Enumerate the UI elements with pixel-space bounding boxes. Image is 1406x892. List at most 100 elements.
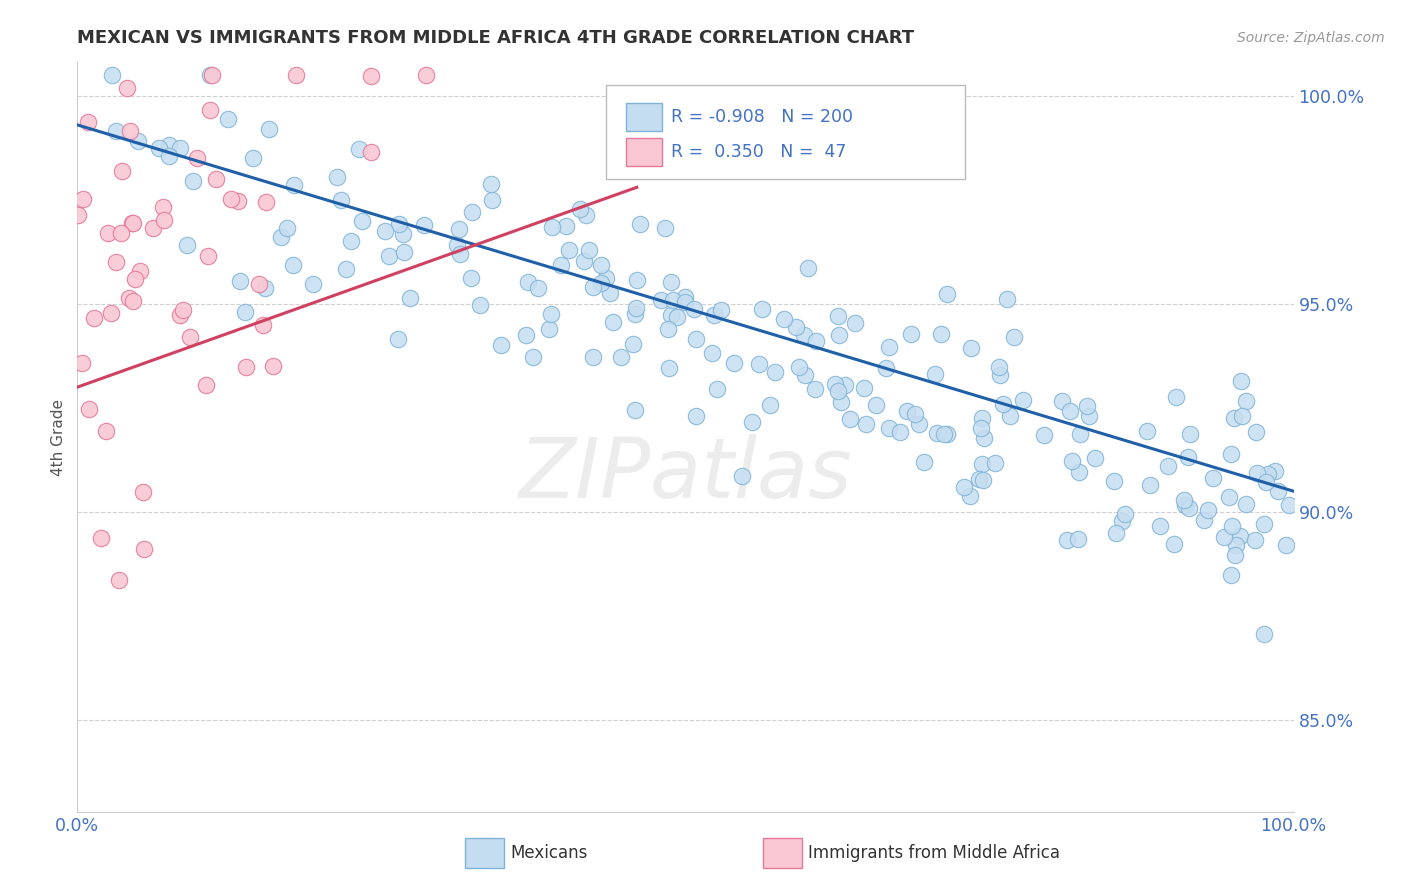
Point	[335, 261, 357, 276]
Point	[763, 365, 786, 379]
Point	[1244, 425, 1267, 439]
Point	[621, 336, 644, 351]
Point	[1059, 404, 1081, 418]
Point	[226, 194, 249, 208]
Point	[235, 360, 257, 375]
Point	[83, 311, 105, 326]
Point	[1000, 409, 1022, 423]
Point	[773, 312, 796, 326]
Point	[1105, 525, 1128, 540]
Point	[1234, 497, 1257, 511]
Point	[132, 485, 155, 500]
Point	[97, 226, 120, 240]
Point	[205, 171, 228, 186]
Point	[1084, 451, 1107, 466]
Point	[662, 293, 685, 307]
FancyBboxPatch shape	[465, 838, 505, 868]
Point	[527, 281, 550, 295]
Point	[129, 263, 152, 277]
Point	[852, 381, 875, 395]
Point	[169, 141, 191, 155]
Point	[66, 208, 89, 222]
Point	[628, 217, 651, 231]
Point	[935, 287, 957, 301]
Point	[157, 149, 180, 163]
Point	[1069, 427, 1091, 442]
Point	[626, 272, 648, 286]
Point	[374, 224, 396, 238]
Point	[515, 327, 537, 342]
Point	[1149, 518, 1171, 533]
Point	[959, 489, 981, 503]
Point	[257, 122, 280, 136]
Point	[1104, 475, 1126, 489]
Point	[828, 328, 851, 343]
Point	[1067, 465, 1090, 479]
Point	[1220, 519, 1243, 533]
Point	[110, 226, 132, 240]
Point	[1076, 400, 1098, 414]
Point	[658, 360, 681, 375]
Point	[1257, 467, 1279, 482]
Point	[229, 274, 252, 288]
Point	[378, 249, 401, 263]
Point	[262, 359, 284, 373]
Point	[1002, 330, 1025, 344]
Point	[94, 424, 117, 438]
Point	[179, 330, 201, 344]
Point	[195, 377, 218, 392]
Point	[360, 145, 382, 159]
Point	[197, 248, 219, 262]
Point	[685, 409, 707, 424]
Point	[683, 302, 706, 317]
Point	[169, 308, 191, 322]
Point	[1139, 478, 1161, 492]
Point	[1223, 410, 1246, 425]
Point	[578, 243, 600, 257]
Point	[568, 202, 591, 216]
Y-axis label: 4th Grade: 4th Grade	[51, 399, 66, 475]
Point	[624, 403, 647, 417]
Point	[610, 351, 633, 365]
Point	[550, 258, 572, 272]
Point	[904, 407, 927, 421]
Point	[77, 401, 100, 416]
Point	[121, 216, 143, 230]
Point	[900, 326, 922, 341]
Point	[844, 316, 866, 330]
Point	[988, 368, 1011, 382]
Point	[657, 322, 679, 336]
Point	[1077, 409, 1099, 423]
Point	[1253, 516, 1275, 531]
Point	[624, 307, 647, 321]
Point	[387, 333, 409, 347]
Point	[1274, 538, 1296, 552]
Point	[541, 220, 564, 235]
Point	[247, 277, 270, 292]
Point	[557, 243, 579, 257]
Point	[924, 367, 946, 381]
Point	[284, 68, 307, 82]
Point	[148, 141, 170, 155]
Point	[127, 134, 149, 148]
Point	[1163, 537, 1185, 551]
Point	[446, 238, 468, 252]
Point	[877, 340, 900, 354]
Point	[582, 351, 605, 365]
Point	[879, 420, 901, 434]
Point	[153, 213, 176, 227]
Point	[827, 384, 849, 398]
Point	[972, 474, 994, 488]
Point	[700, 345, 723, 359]
Point	[602, 315, 624, 329]
Point	[1253, 627, 1275, 641]
Point	[349, 143, 371, 157]
Point	[201, 68, 224, 82]
Point	[115, 81, 138, 95]
Point	[77, 115, 100, 129]
Point	[254, 281, 277, 295]
Point	[1218, 490, 1240, 504]
Point	[912, 455, 935, 469]
Point	[217, 112, 239, 127]
Point	[118, 291, 141, 305]
